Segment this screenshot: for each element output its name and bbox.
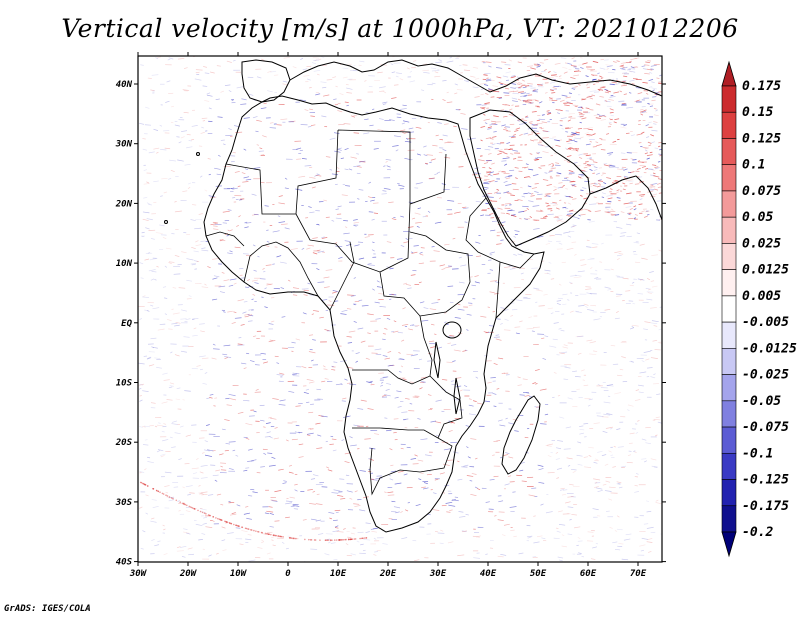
- plot-frame: [137, 55, 663, 563]
- colorbar-swatch: [721, 452, 737, 480]
- colorbar-label: 0.05: [742, 210, 773, 225]
- colorbar-swatch: [721, 190, 737, 218]
- lon-tick-label: 10W: [230, 569, 248, 579]
- lat-tick-label: 10S: [116, 379, 133, 389]
- lon-tick-label: 20W: [179, 569, 198, 579]
- lake-tanganyika: [433, 341, 441, 379]
- colorbar-swatch: [721, 348, 737, 375]
- colorbar-swatch: [721, 374, 737, 402]
- iberia-coastline: [241, 59, 291, 103]
- cape-verde: [164, 220, 168, 224]
- country-borders: [205, 129, 535, 496]
- lon-tick-label: 0: [285, 569, 291, 579]
- colorbar-label: -0.025: [742, 368, 789, 383]
- lat-tick-label: 30S: [115, 498, 133, 508]
- colorbar-label: 0.175: [742, 79, 781, 94]
- lat-tick-label: 20N: [115, 199, 133, 209]
- colorbar-label: -0.1: [742, 446, 773, 461]
- colorbar-swatch: [721, 400, 737, 428]
- colorbar-label: -0.0125: [742, 341, 797, 356]
- colorbar-swatch: [721, 85, 737, 113]
- lat-tick-label: 10N: [116, 259, 133, 269]
- colorbar-swatch: [721, 216, 737, 244]
- lat-tick-label: EQ: [121, 319, 132, 329]
- europe-coastline: [289, 59, 662, 97]
- lon-tick-label: 40E: [480, 569, 497, 579]
- colorbar-swatch: [721, 321, 737, 349]
- colorbar-top-arrow: [721, 60, 737, 87]
- colorbar-swatch: [721, 426, 737, 454]
- lon-tick-label: 70E: [630, 569, 647, 579]
- colorbar-label: 0.075: [742, 184, 781, 199]
- colorbar-label: 0.005: [742, 289, 781, 304]
- colorbar-swatch: [721, 505, 737, 533]
- asia-coastline: [589, 175, 662, 221]
- lon-tick-label: 30W: [129, 569, 148, 579]
- colorbar: 0.175 0.15 0.125 0.1 0.075 0.05 0.025 0.0125 0.0…: [721, 60, 797, 558]
- lat-tick-label: 40N: [116, 80, 133, 90]
- colorbar-label: 0.1: [742, 158, 765, 173]
- colorbar-label: -0.175: [742, 499, 789, 514]
- colorbar-swatch: [721, 138, 737, 166]
- madagascar-coastline: [501, 395, 541, 475]
- colorbar-label: 0.15: [742, 105, 773, 120]
- colorbar-swatch: [721, 479, 737, 507]
- lat-tick-label: 30N: [115, 140, 133, 150]
- lon-tick-label: 10E: [330, 569, 347, 579]
- colorbar-label: -0.005: [742, 315, 789, 330]
- colorbar-label: -0.05: [742, 394, 781, 409]
- colorbar-label: -0.075: [742, 420, 789, 435]
- arabia-coastline: [469, 109, 591, 247]
- velocity-field: [138, 56, 662, 562]
- colorbar-swatch: [721, 111, 737, 139]
- africa-coastline: [203, 95, 545, 533]
- colorbar-label: -0.2: [742, 525, 773, 540]
- colorbar-label: -0.125: [742, 473, 789, 488]
- coastlines: [164, 59, 662, 533]
- colorbar-label: 0.0125: [742, 263, 789, 278]
- footer-credit: GrADS: IGES/COLA: [4, 604, 91, 614]
- lon-tick-label: 50E: [530, 569, 547, 579]
- lake-malawi: [453, 377, 461, 415]
- colorbar-label: 0.025: [742, 236, 781, 251]
- lake-victoria: [442, 321, 462, 339]
- colorbar-swatch: [721, 164, 737, 192]
- colorbar-label: 0.125: [742, 131, 781, 146]
- canary-islands: [196, 152, 200, 156]
- colorbar-swatch: [721, 243, 737, 270]
- map-title: Vertical velocity [m/s] at 1000hPa, VT: …: [61, 14, 739, 43]
- lat-tick-label: 40S: [116, 558, 133, 568]
- colorbar-swatch: [721, 269, 737, 297]
- lon-tick-label: 20E: [379, 569, 397, 579]
- colorbar-bottom-arrow: [721, 531, 737, 558]
- lon-tick-label: 60E: [580, 569, 597, 579]
- lon-tick-label: 30E: [429, 569, 447, 579]
- lat-tick-label: 20S: [115, 438, 133, 448]
- colorbar-swatch: [721, 295, 737, 323]
